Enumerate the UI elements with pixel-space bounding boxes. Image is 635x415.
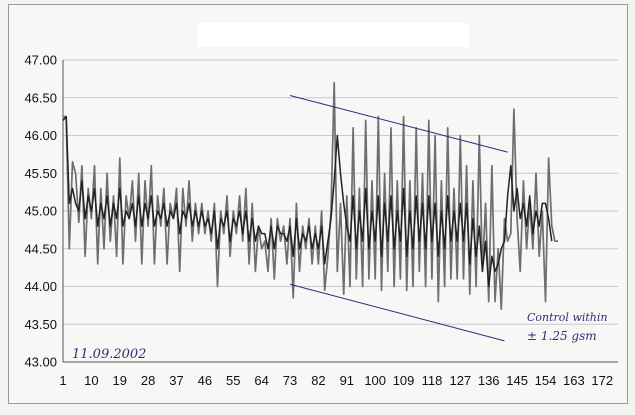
control-note-line2: ± 1.25 gsm: [527, 329, 597, 343]
series-line-2: [62, 115, 553, 288]
upper-trend-line: [289, 95, 508, 153]
y-tick-label: 43.00: [24, 355, 57, 370]
x-axis-ticks: 1 10 19 28 37 46 55 64 73 82 91 100 109 118 127 136 145 1…: [59, 373, 613, 388]
x-tick-label: 163: [563, 373, 585, 388]
x-tick-label: 64: [254, 373, 268, 388]
x-tick-label: 19: [113, 373, 127, 388]
x-tick-label: 10: [84, 373, 98, 388]
x-tick-label: 82: [311, 373, 325, 388]
chart-title-area: [197, 23, 469, 47]
x-tick-label: 28: [141, 373, 155, 388]
x-tick-label: 172: [591, 373, 613, 388]
x-tick-label: 37: [169, 373, 183, 388]
x-tick-label: 46: [198, 373, 212, 388]
y-axis-ticks: 43.00 43.50 44.00 44.50 45.00 45.50 46.00 46.50…: [24, 53, 57, 370]
x-tick-label: 127: [449, 373, 471, 388]
x-tick-label: 100: [364, 373, 386, 388]
control-note-line1: Control within: [527, 311, 607, 324]
lower-trend-line: [289, 283, 505, 342]
handwritten-annotations: 11.09.2002 Control within ± 1.25 gsm: [72, 95, 607, 362]
y-tick-label: 47.00: [24, 53, 57, 68]
y-tick-label: 44.50: [24, 241, 57, 256]
date-annotation: 11.09.2002: [72, 347, 146, 362]
y-tick-label: 43.50: [24, 317, 57, 332]
x-tick-label: 118: [422, 373, 443, 388]
x-tick-label: 55: [226, 373, 240, 388]
x-tick-label: 1: [59, 373, 66, 388]
y-tick-label: 46.00: [24, 128, 57, 143]
x-tick-label: 136: [478, 373, 500, 388]
x-tick-label: 109: [393, 373, 415, 388]
y-tick-label: 44.00: [24, 279, 57, 294]
y-tick-label: 46.50: [24, 90, 57, 105]
x-tick-label: 73: [283, 373, 297, 388]
y-tick-label: 45.50: [24, 166, 57, 181]
series-lines: [62, 81, 559, 310]
x-tick-label: 91: [340, 373, 354, 388]
x-tick-label: 154: [535, 373, 557, 388]
series-line-1: [63, 81, 559, 310]
y-tick-label: 45.00: [24, 204, 57, 219]
x-tick-label: 145: [506, 373, 528, 388]
